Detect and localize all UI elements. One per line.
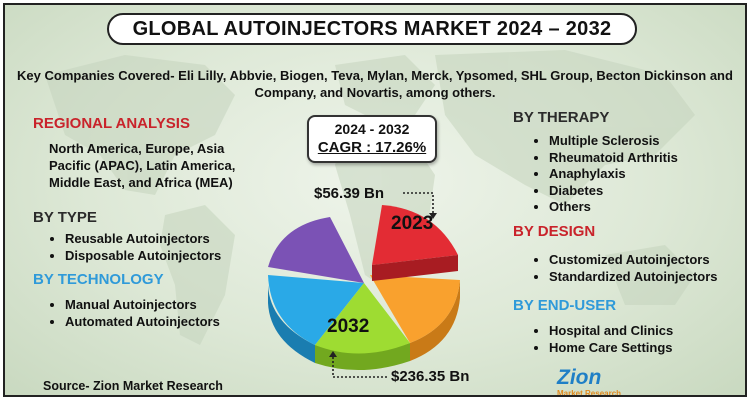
list-item: Diabetes — [549, 183, 745, 200]
pie-slice-purple — [268, 217, 364, 283]
by-design-list: Customized Autoinjectors Standardized Au… — [533, 252, 745, 286]
pie-side-blue — [268, 285, 315, 363]
page-title: GLOBAL AUTOINJECTORS MARKET 2024 – 2032 — [107, 13, 637, 45]
arrow-2032 — [332, 355, 387, 378]
arrow-2023-head — [429, 213, 437, 219]
regional-analysis-text: North America, Europe, Asia Pacific (APA… — [49, 141, 236, 190]
by-therapy-heading: BY THERAPY — [513, 109, 610, 126]
regional-analysis-heading: REGIONAL ANALYSIS — [33, 115, 190, 132]
cagr-value: CAGR : 17.26% — [317, 139, 427, 156]
zion-logo: Zion Market Research — [557, 366, 627, 397]
logo-sub: Market Research — [557, 389, 622, 397]
year-2032-label: 2032 — [327, 316, 370, 337]
list-item: Hospital and Clinics — [549, 323, 745, 340]
value-2032: $236.35 Bn — [391, 368, 470, 385]
list-item: Multiple Sclerosis — [549, 133, 745, 150]
by-type-list: Reusable Autoinjectors Disposable Autoin… — [49, 231, 265, 264]
list-item: Others — [549, 199, 745, 216]
pie-slice-blue — [268, 275, 364, 345]
list-item: Home Care Settings — [549, 340, 745, 357]
pie-side-orange — [410, 280, 460, 361]
by-end-user-list: Hospital and Clinics Home Care Settings — [533, 323, 745, 357]
arrow-2032-head — [329, 351, 337, 357]
pie-chart — [268, 205, 460, 371]
list-item: Manual Autoinjectors — [65, 297, 235, 314]
by-design-heading: BY DESIGN — [513, 223, 596, 240]
source-text: Source- Zion Market Research — [43, 379, 223, 393]
logo-name: Zion — [557, 366, 602, 389]
cagr-box: 2024 - 2032 CAGR : 17.26% — [307, 115, 437, 163]
by-technology-heading: BY TECHNOLOGY — [33, 271, 164, 288]
pie-slice-red — [372, 205, 458, 265]
list-item: Rheumatoid Arthritis — [549, 150, 745, 167]
arrow-2023 — [403, 192, 434, 215]
list-item: Customized Autoinjectors — [549, 252, 745, 269]
pie-slice-red-side — [372, 255, 458, 281]
list-item: Automated Autoinjectors — [65, 314, 235, 331]
value-2023: $56.39 Bn — [314, 185, 385, 202]
list-item: Anaphylaxis — [549, 166, 745, 183]
by-technology-list: Manual Autoinjectors Automated Autoinjec… — [49, 297, 235, 330]
by-therapy-list: Multiple Sclerosis Rheumatoid Arthritis … — [533, 133, 745, 216]
callout-arrows — [329, 192, 437, 378]
key-companies-text: Key Companies Covered- Eli Lilly, Abbvie… — [17, 68, 733, 100]
pie-slice-green — [315, 283, 410, 354]
cagr-years: 2024 - 2032 — [334, 121, 410, 137]
infographic: GLOBAL AUTOINJECTORS MARKET 2024 – 2032 … — [3, 3, 747, 397]
list-item: Disposable Autoinjectors — [65, 248, 265, 265]
year-2023-label: 2023 — [391, 213, 434, 234]
by-end-user-heading: BY END-USER — [513, 297, 617, 314]
by-type-heading: BY TYPE — [33, 209, 97, 226]
list-item: Standardized Autoinjectors — [549, 269, 745, 286]
list-item: Reusable Autoinjectors — [65, 231, 265, 248]
pie-slice-orange — [370, 275, 460, 343]
